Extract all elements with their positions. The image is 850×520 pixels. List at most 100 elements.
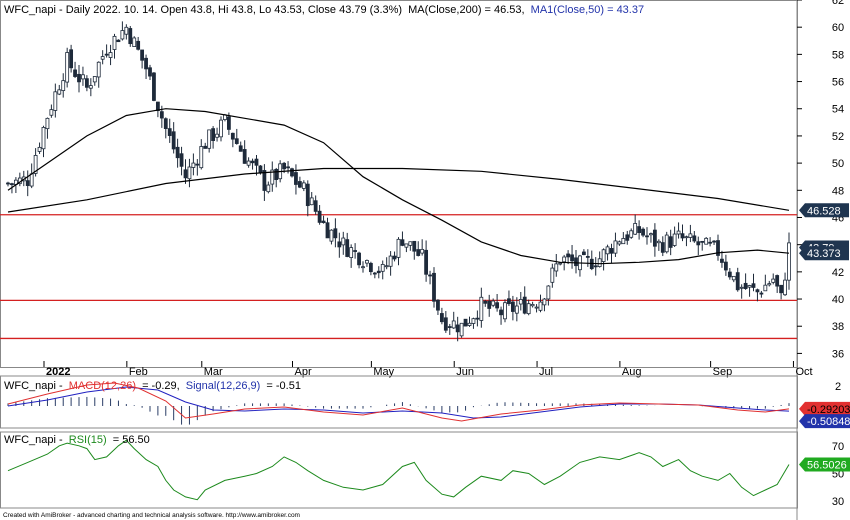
candle-body <box>124 26 129 35</box>
candle-body <box>132 37 137 47</box>
candle-body <box>191 162 196 168</box>
candle-body <box>329 229 334 242</box>
candle <box>507 290 511 306</box>
candle <box>771 273 776 285</box>
candle-body <box>69 49 74 69</box>
candle <box>365 259 369 267</box>
candle-body <box>53 91 58 111</box>
candle-body <box>428 274 432 277</box>
ma50-value-tag-label: 43.373 <box>807 248 841 260</box>
candle <box>432 267 436 308</box>
y-tick-label-48: 48 <box>832 185 844 197</box>
candle <box>211 126 216 149</box>
candle <box>325 217 330 239</box>
candle <box>195 159 200 176</box>
candle-body <box>96 61 101 78</box>
candle <box>49 104 54 118</box>
candle <box>593 257 598 276</box>
x-tick-label-2022: 2022 <box>46 366 70 378</box>
candle <box>148 64 152 80</box>
candle-body <box>290 168 294 177</box>
candle <box>408 241 413 251</box>
candle <box>112 33 117 59</box>
candle-body <box>341 237 346 246</box>
macd-frame <box>0 375 798 429</box>
macd-title-macd: MACD(12,26) <box>69 380 136 392</box>
candle-body <box>92 76 97 83</box>
candle-body <box>246 160 251 166</box>
macd-value-tag: -0.29203 <box>799 401 850 416</box>
candle <box>613 232 618 257</box>
candle <box>428 270 432 285</box>
candle <box>487 294 492 317</box>
candle-body <box>388 255 393 267</box>
candle <box>234 128 239 145</box>
candle <box>735 267 740 292</box>
candle-body <box>408 241 413 246</box>
candle <box>25 170 30 197</box>
candle-body <box>211 128 216 141</box>
candle <box>294 164 298 195</box>
candle <box>510 295 515 321</box>
ma200-value-tag: 46.528 <box>799 203 849 218</box>
x-tick-label-May: May <box>373 366 394 378</box>
candle <box>601 248 606 271</box>
rsi-y-tick-30: 30 <box>832 496 844 508</box>
candle-body <box>747 285 752 288</box>
candle-body <box>152 72 156 101</box>
candle-body <box>439 313 444 323</box>
candle <box>755 288 760 302</box>
candle <box>633 214 638 235</box>
candle-body <box>771 278 776 283</box>
candle-body <box>432 272 436 302</box>
candle-body <box>179 153 184 167</box>
candle-body <box>242 149 247 164</box>
candle-body <box>625 234 630 241</box>
candle <box>132 36 137 47</box>
candle <box>175 138 180 168</box>
candle-body <box>25 180 30 186</box>
macd-value-tag-label: -0.29203 <box>807 404 850 416</box>
candle <box>696 236 701 256</box>
candle <box>471 317 476 329</box>
candle-body <box>81 74 85 80</box>
y-tick-label-36: 36 <box>832 348 844 360</box>
candle <box>37 142 42 154</box>
candle-body <box>88 85 93 89</box>
candle <box>191 153 196 176</box>
x-tick-label-Sep: Sep <box>713 366 733 378</box>
candle <box>467 316 472 327</box>
candle-body <box>581 251 586 256</box>
rsi-title: WFC_napi - RSI(15) = 56.50 <box>4 434 150 446</box>
rsi-title-value: = 56.50 <box>113 434 150 446</box>
candle-body <box>775 275 780 287</box>
y-tick-label-58: 58 <box>832 49 844 61</box>
candle-body <box>692 235 697 242</box>
candle <box>436 299 440 316</box>
candle-body <box>763 284 768 292</box>
candle <box>372 271 377 279</box>
candle <box>412 240 417 260</box>
candle-body <box>112 35 117 50</box>
candle <box>783 272 787 296</box>
candle <box>570 245 574 269</box>
candle-body <box>73 69 77 77</box>
candle <box>538 294 543 313</box>
candle-body <box>167 128 172 136</box>
candle <box>368 261 373 276</box>
candle <box>668 229 673 256</box>
candle <box>605 244 610 261</box>
candle <box>566 250 571 265</box>
candle-body <box>704 237 709 245</box>
candle-body <box>361 266 365 269</box>
rsi-value-tag-label: 56.5026 <box>807 459 847 471</box>
candle-body <box>297 181 302 188</box>
candle-body <box>203 145 208 149</box>
candle-body <box>171 131 176 150</box>
candle-body <box>688 233 693 238</box>
candle-body <box>605 246 610 255</box>
candle <box>439 307 444 325</box>
candle <box>246 157 251 168</box>
candle-body <box>317 210 322 223</box>
candle <box>727 268 732 280</box>
